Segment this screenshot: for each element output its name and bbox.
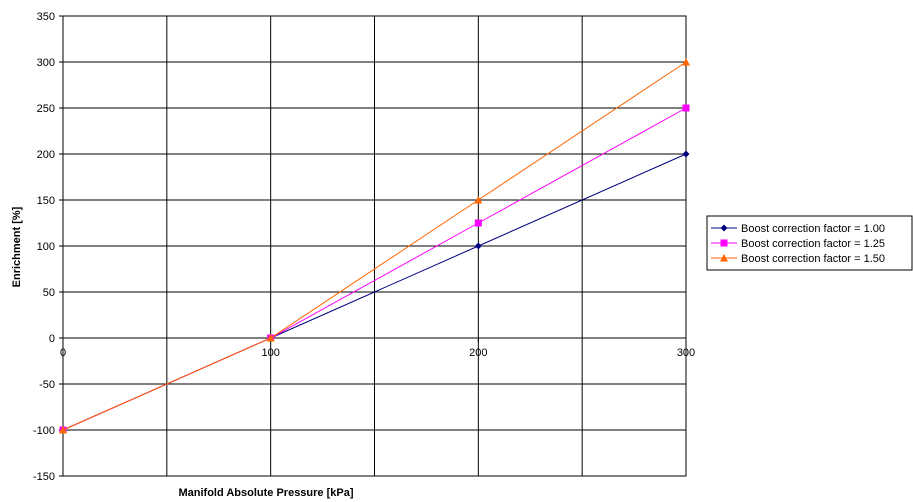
series-3 [59,58,690,434]
data-point [682,150,690,158]
legend-label: Boost correction factor = 1.50 [741,253,885,265]
x-axis-title: Manifold Absolute Pressure [kPa] [178,487,353,499]
data-point [474,242,482,250]
x-tick-label: 200 [469,347,487,359]
y-tick-label: -100 [33,425,55,437]
series-line [62,61,687,431]
grid [62,15,687,477]
legend-marker [720,224,728,232]
data-point [682,104,690,112]
y-tick-label: 350 [37,11,55,23]
x-tick-label: 100 [261,347,279,359]
legend-box [706,215,913,271]
legend-item: Boost correction factor = 1.50 [711,253,885,265]
data-point [474,196,483,204]
x-tick-label: 300 [677,347,695,359]
y-axis-ticks: -150 -100 -50 0 50 100 150 200 250 300 350 [33,11,63,483]
y-tick-label: -50 [39,379,55,391]
legend-item: Boost correction factor = 1.25 [711,238,885,250]
series-layer [59,58,690,434]
legend-label: Boost correction factor = 1.00 [741,223,885,235]
legend-marker [720,254,728,262]
y-tick-label: 0 [49,333,55,345]
data-point [59,426,67,434]
data-point [266,334,275,342]
y-tick-label: -150 [33,471,55,483]
legend-marker [720,239,728,247]
y-tick-label: 100 [37,241,55,253]
y-tick-label: 50 [43,287,55,299]
legend-label: Boost correction factor = 1.25 [741,238,885,250]
y-tick-label: 200 [37,149,55,161]
data-point [682,58,690,66]
y-tick-label: 250 [37,103,55,115]
legend-item: Boost correction factor = 1.00 [711,223,885,235]
y-tick-label: 150 [37,195,55,207]
x-tick-label: 0 [60,347,66,359]
y-axis-title: Enrichment [%] [11,206,23,287]
data-point [474,219,482,227]
x-axis-ticks: 0 100 200 300 [60,338,695,359]
y-tick-label: 300 [37,57,55,69]
legend: Boost correction factor = 1.00 Boost corr… [706,215,913,271]
